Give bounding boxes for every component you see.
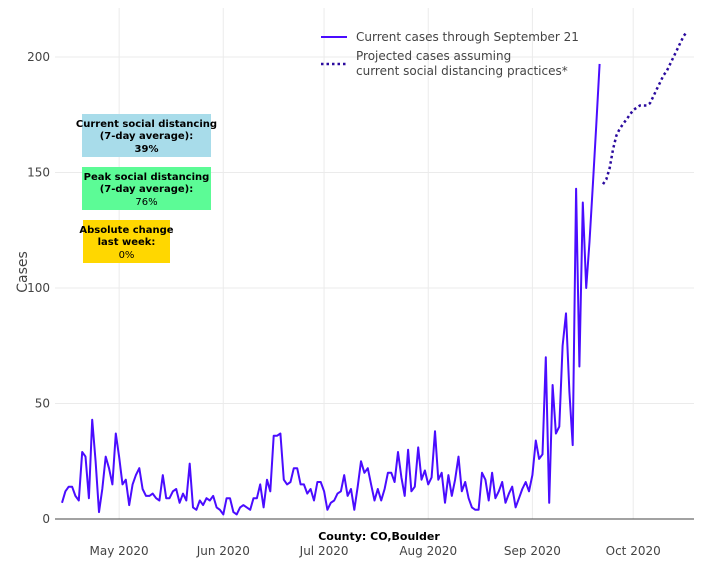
y-tick-label: 100 — [27, 281, 50, 295]
y-tick-label: 50 — [35, 397, 50, 411]
x-tick-label: Sep 2020 — [504, 544, 561, 558]
y-axis-label: Cases — [15, 251, 31, 293]
legend[interactable]: Current cases through September 21 Proje… — [321, 30, 579, 78]
x-tick-label: May 2020 — [90, 544, 149, 558]
y-tick-label: 200 — [27, 50, 50, 64]
y-tick-label: 150 — [27, 166, 50, 180]
legend-projected-line2: current social distancing practices* — [356, 64, 568, 78]
legend-current: Current cases through September 21 — [356, 30, 579, 44]
x-axis-label: County: CO,Boulder — [318, 530, 440, 543]
projected-cases-line — [601, 30, 689, 185]
annotation-peak-distancing: Peak social distancing (7-day average): … — [82, 167, 211, 210]
legend-projected-line1: Projected cases assuming — [356, 49, 511, 63]
annotation-text: (7-day average): — [100, 184, 194, 195]
annotation-text: Peak social distancing — [84, 172, 210, 183]
annotation-value: 39% — [135, 144, 159, 155]
y-tick-label: 0 — [42, 512, 50, 526]
annotation-text: Current social distancing — [76, 119, 217, 130]
annotation-current-distancing: Current social distancing (7-day average… — [76, 114, 217, 157]
x-tick-label: Aug 2020 — [399, 544, 457, 558]
annotation-value: 0% — [119, 250, 135, 261]
x-tick-label: Jul 2020 — [299, 544, 349, 558]
current-cases-line — [61, 63, 601, 516]
x-tick-label: Oct 2020 — [606, 544, 661, 558]
annotation-text: (7-day average): — [100, 131, 194, 142]
annotation-text: last week: — [98, 237, 156, 248]
annotation-absolute-change: Absolute change last week: 0% — [79, 220, 174, 263]
annotation-value: 76% — [135, 197, 157, 208]
annotation-text: Absolute change — [79, 225, 173, 236]
x-tick-label: Jun 2020 — [196, 544, 250, 558]
